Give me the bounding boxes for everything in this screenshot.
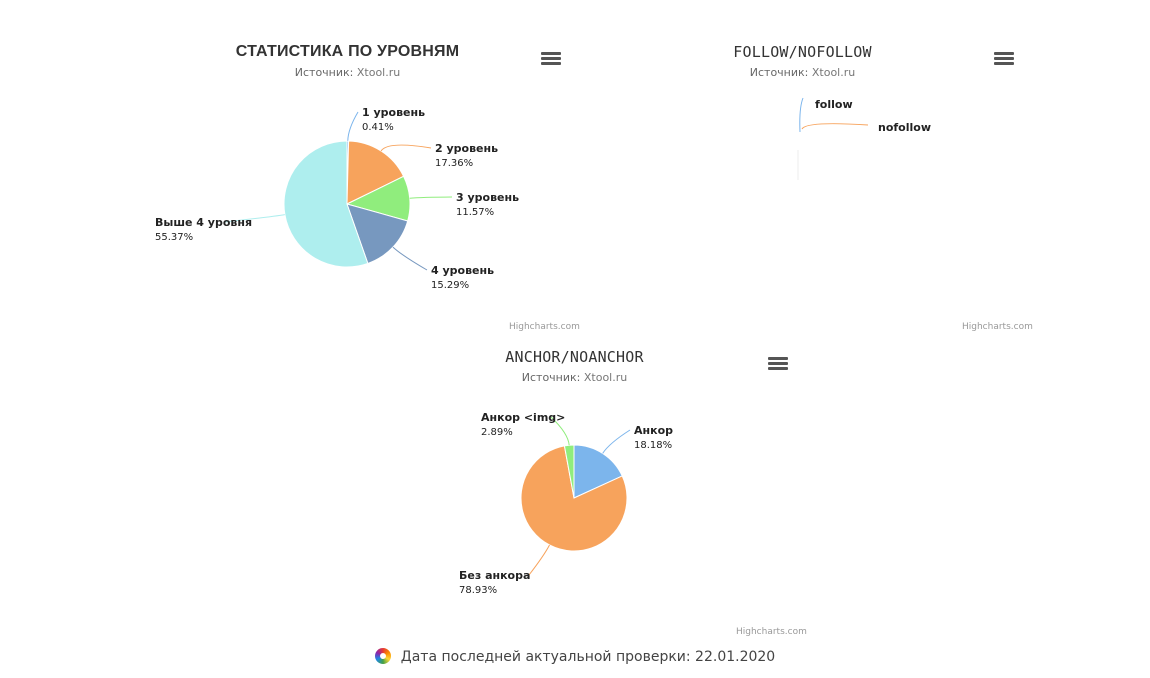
- follow-nofollow-chart: FOLLOW/NOFOLLOW Источник: Xtool.ru Highc…: [575, 30, 1033, 340]
- chart-title: ANCHOR/NOANCHOR: [505, 348, 644, 366]
- footer: Дата последней актуальной проверки: 22.0…: [0, 648, 1150, 665]
- chart-title: СТАТИСТИКА ПО УРОВНЯМ: [235, 43, 460, 60]
- highcharts-credits[interactable]: Highcharts.com: [736, 627, 807, 637]
- levels-chart: СТАТИСТИКА ПО УРОВНЯМ Источник: Xtool.ru…: [120, 30, 580, 340]
- chart-subtitle: Источник: Xtool.ru: [575, 66, 1030, 79]
- color-wheel-icon: [374, 648, 391, 664]
- chart-menu-icon[interactable]: [768, 355, 788, 373]
- chart-subtitle: Источник: Xtool.ru: [120, 66, 575, 79]
- anchor-noanchor-chart: ANCHOR/NOANCHOR Источник: Xtool.ru Highc…: [347, 335, 807, 643]
- chart-menu-icon[interactable]: [994, 50, 1014, 68]
- source-prefix: Источник:: [749, 66, 812, 79]
- source-prefix: Источник:: [294, 66, 357, 79]
- chart-subtitle: Источник: Xtool.ru: [347, 371, 802, 384]
- source-prefix: Источник:: [521, 371, 584, 384]
- highcharts-credits[interactable]: Highcharts.com: [962, 322, 1033, 332]
- last-check-label: Дата последней актуальной проверки: 22.0…: [400, 649, 776, 665]
- chart-title: FOLLOW/NOFOLLOW: [733, 43, 872, 61]
- source-name: Xtool.ru: [583, 371, 628, 384]
- chart-menu-icon[interactable]: [541, 50, 561, 68]
- highcharts-credits[interactable]: Highcharts.com: [509, 322, 580, 332]
- source-name: Xtool.ru: [811, 66, 856, 79]
- source-name: Xtool.ru: [356, 66, 401, 79]
